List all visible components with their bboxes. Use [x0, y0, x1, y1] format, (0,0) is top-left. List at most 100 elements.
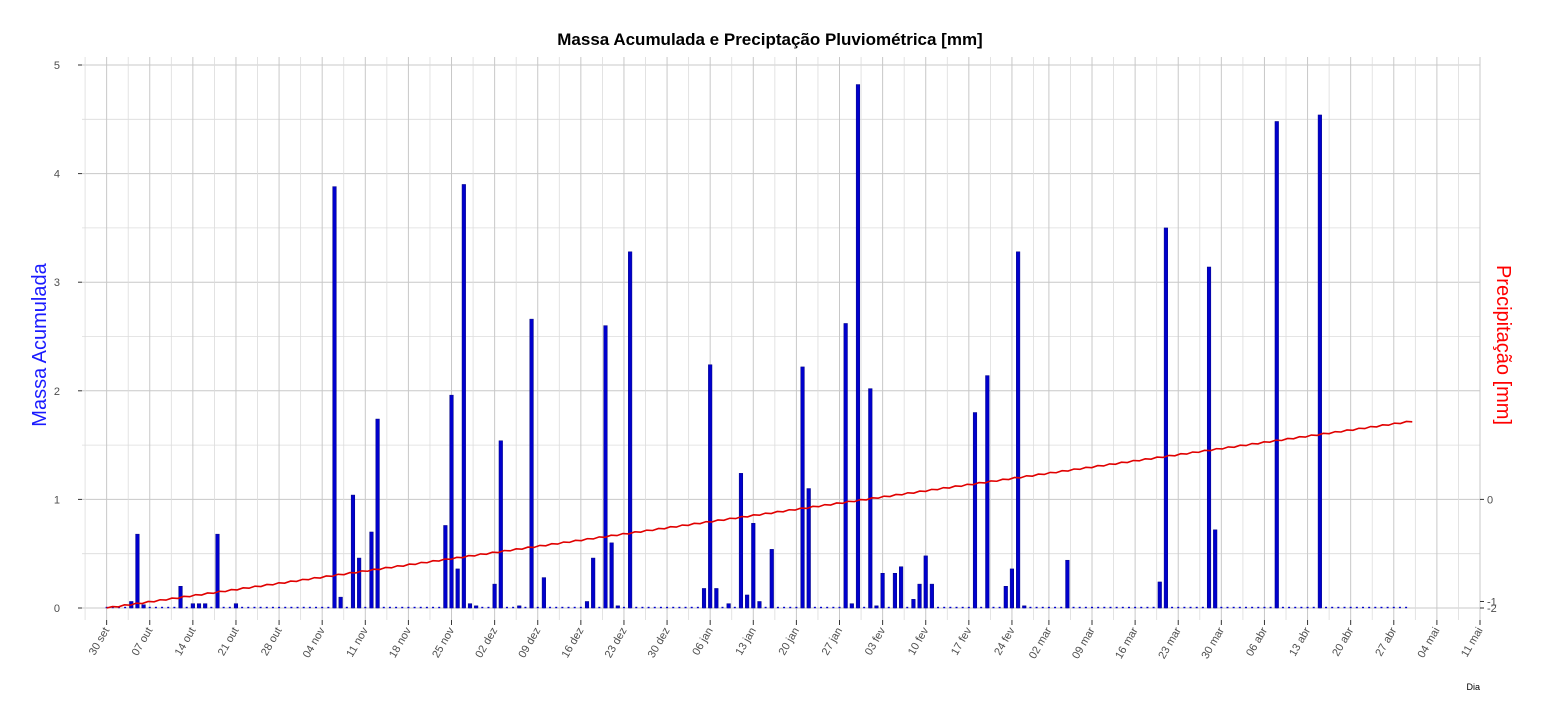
bar: [708, 364, 713, 609]
baseline-dot: [1189, 606, 1192, 609]
baseline-dot: [721, 606, 724, 609]
baseline-dot: [1127, 606, 1130, 609]
baseline-dot: [1232, 606, 1235, 609]
baseline-dot: [321, 606, 324, 609]
bar: [892, 572, 897, 609]
baseline-dot: [727, 606, 730, 609]
baseline-dots: [105, 606, 1408, 609]
baseline-dot: [216, 606, 219, 609]
y-tick-label-right: -2: [1487, 603, 1497, 615]
baseline-dot: [1257, 606, 1260, 609]
baseline-dot: [1010, 606, 1013, 609]
bar: [738, 473, 744, 609]
baseline-dot: [1331, 606, 1334, 609]
baseline-dot: [1035, 606, 1038, 609]
baseline-dot: [247, 606, 250, 609]
baseline-dot: [1109, 606, 1112, 609]
baseline-dot: [1183, 606, 1186, 609]
chart-title: Massa Acumulada e Preciptação Pluviométr…: [557, 30, 982, 49]
baseline-dot: [807, 606, 810, 609]
baseline-dot: [1214, 606, 1217, 609]
baseline-dot: [1078, 606, 1081, 609]
y-axis-label-left: Massa Acumulada: [29, 262, 51, 426]
bar: [843, 323, 848, 609]
bar: [1274, 121, 1279, 609]
baseline-dot: [1152, 606, 1155, 609]
baseline-dot: [955, 606, 958, 609]
baseline-dot: [776, 606, 779, 609]
baseline-dot: [419, 606, 422, 609]
bar: [461, 184, 466, 609]
bar: [751, 523, 756, 609]
baseline-dot: [764, 606, 767, 609]
baseline-dot: [573, 606, 576, 609]
bar: [455, 568, 460, 609]
baseline-dot: [1023, 606, 1026, 609]
baseline-dot: [579, 606, 582, 609]
baseline-dot: [142, 606, 145, 609]
baseline-dot: [290, 606, 293, 609]
baseline-dot: [1041, 606, 1044, 609]
baseline-dot: [493, 606, 496, 609]
baseline-dot: [444, 606, 447, 609]
baseline-dot: [1238, 606, 1241, 609]
baseline-dot: [1208, 606, 1211, 609]
baseline-dot: [296, 606, 299, 609]
baseline-dot: [1380, 606, 1383, 609]
right-axis-ticks: -2-1 0: [1480, 494, 1497, 615]
baseline-dot: [345, 606, 348, 609]
baseline-dot: [284, 606, 287, 609]
baseline-dot: [641, 606, 644, 609]
baseline-dot: [456, 606, 459, 609]
baseline-dot: [413, 606, 416, 609]
baseline-dot: [1244, 606, 1247, 609]
baseline-dot: [980, 606, 983, 609]
baseline-dot: [592, 606, 595, 609]
baseline-dot: [992, 606, 995, 609]
bar: [357, 557, 362, 609]
bar: [701, 588, 707, 609]
bar: [338, 596, 343, 609]
baseline-dot: [659, 606, 662, 609]
baseline-dot: [327, 606, 330, 609]
baseline-dot: [1269, 606, 1272, 609]
grid-lines: [82, 57, 1481, 620]
baseline-dot: [733, 606, 736, 609]
baseline-dot: [604, 606, 607, 609]
baseline-dot: [567, 606, 570, 609]
baseline-dot: [844, 606, 847, 609]
baseline-dot: [1177, 606, 1180, 609]
baseline-dot: [481, 606, 484, 609]
baseline-dot: [1084, 606, 1087, 609]
baseline-dot: [813, 606, 816, 609]
baseline-dot: [881, 606, 884, 609]
baseline-dot: [1226, 606, 1229, 609]
bar: [714, 588, 719, 609]
baseline-dot: [973, 606, 976, 609]
baseline-dot: [173, 606, 176, 609]
y-tick-label-left: 2: [54, 386, 60, 398]
bar: [1009, 568, 1014, 609]
baseline-dot: [629, 606, 632, 609]
y-tick-label-right: 0: [1487, 494, 1493, 506]
baseline-dot: [696, 606, 699, 609]
baseline-dot: [259, 606, 262, 609]
baseline-dot: [900, 606, 903, 609]
baseline-dot: [893, 606, 896, 609]
baseline-dot: [635, 606, 638, 609]
baseline-dot: [1343, 606, 1346, 609]
baseline-dot: [167, 606, 170, 609]
baseline-dot: [542, 606, 545, 609]
baseline-dot: [770, 606, 773, 609]
baseline-dot: [622, 606, 625, 609]
bar: [541, 577, 546, 609]
baseline-dot: [715, 606, 718, 609]
baseline-dot: [210, 606, 213, 609]
bar: [375, 418, 380, 609]
baseline-dot: [198, 606, 201, 609]
baseline-dot: [875, 606, 878, 609]
y-tick-label-left: 1: [54, 494, 60, 506]
baseline-dot: [425, 606, 428, 609]
bar: [1206, 266, 1212, 609]
bar: [855, 84, 861, 609]
